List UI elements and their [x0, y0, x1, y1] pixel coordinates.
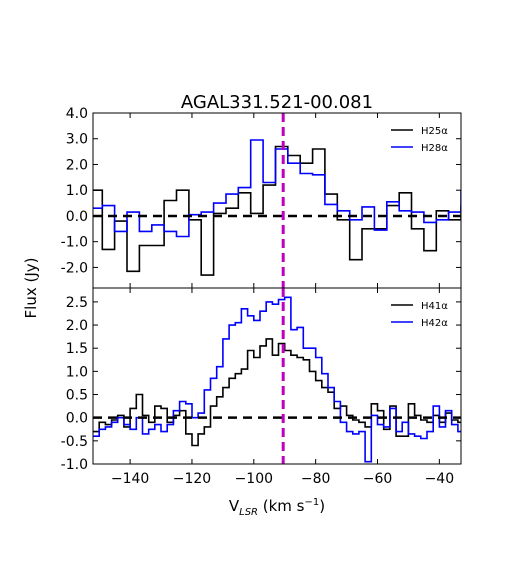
x-axis-label-exp: −1 [305, 497, 320, 508]
y-tick-label: -2.0 [61, 260, 88, 276]
y-tick-label: 3.0 [66, 132, 88, 148]
x-axis-label-main: V [229, 497, 240, 515]
y-tick-label: 0.0 [66, 411, 88, 427]
x-tick-label: −80 [301, 471, 331, 487]
legend-label: H41α [421, 301, 448, 312]
y-tick-label: 1.0 [66, 364, 88, 380]
y-tick-label: 2.0 [66, 318, 88, 334]
plot-frame [92, 287, 462, 465]
series-line-0-0 [93, 145, 461, 276]
series-line-1-0 [93, 338, 461, 447]
x-axis-label-sub: LSR [239, 507, 258, 518]
y-tick-label: -1.0 [61, 235, 88, 251]
x-tick-label: −120 [173, 471, 211, 487]
y-tick-label: 2.0 [66, 157, 88, 173]
top-panel: -2.0 -1.0 0.0 1.0 2.0 3.0 4.0 H25α H28α [61, 106, 462, 289]
y-axis-label: Flux (Jy) [22, 258, 40, 319]
y-tick-label: 4.0 [66, 106, 88, 122]
y-tick-label: 0.5 [66, 388, 88, 404]
x-axis-label-units: (km s [258, 497, 305, 515]
chart-title: AGAL331.521-00.081 [181, 92, 373, 113]
x-axis-label: VLSR (km s−1) [229, 497, 325, 518]
bottom-panel: -1.0 -0.5 0.0 0.5 1.0 1.5 2.0 2.5 −140 −120 −100 −8… [61, 287, 462, 487]
series-line-0-1 [93, 139, 461, 238]
x-tick-label: −100 [235, 471, 273, 487]
plot-frame [92, 112, 462, 289]
legend-label: H28α [421, 143, 448, 154]
y-tick-label: 1.5 [66, 341, 88, 357]
y-tick-label: 0.0 [66, 209, 88, 225]
series-line-1-1 [93, 296, 461, 463]
x-axis-label-close: ) [319, 497, 325, 515]
legend-label: H25α [421, 126, 448, 137]
x-tick-label: −40 [425, 471, 455, 487]
y-tick-label: 1.0 [66, 183, 88, 199]
x-tick-label: −140 [111, 471, 149, 487]
y-tick-label: -1.0 [61, 457, 88, 473]
legend-label: H42α [421, 318, 448, 329]
y-tick-label: -0.5 [61, 434, 88, 450]
x-tick-label: −60 [363, 471, 393, 487]
y-tick-label: 2.5 [66, 295, 88, 311]
